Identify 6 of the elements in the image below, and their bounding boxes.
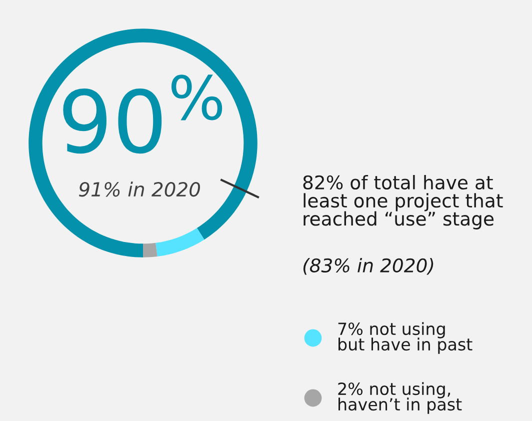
legend-label: 7% not using but have in past <box>338 322 472 354</box>
text: (83% in 2020) <box>303 258 434 275</box>
text: 90$^{%}$ <box>63 74 222 154</box>
slice-label: 82% of total have at least one project that reached “use” stage <box>303 175 503 230</box>
legend-label: 2% not using, haven’t in past <box>338 382 462 414</box>
text: 91% in 2020 <box>79 182 200 197</box>
